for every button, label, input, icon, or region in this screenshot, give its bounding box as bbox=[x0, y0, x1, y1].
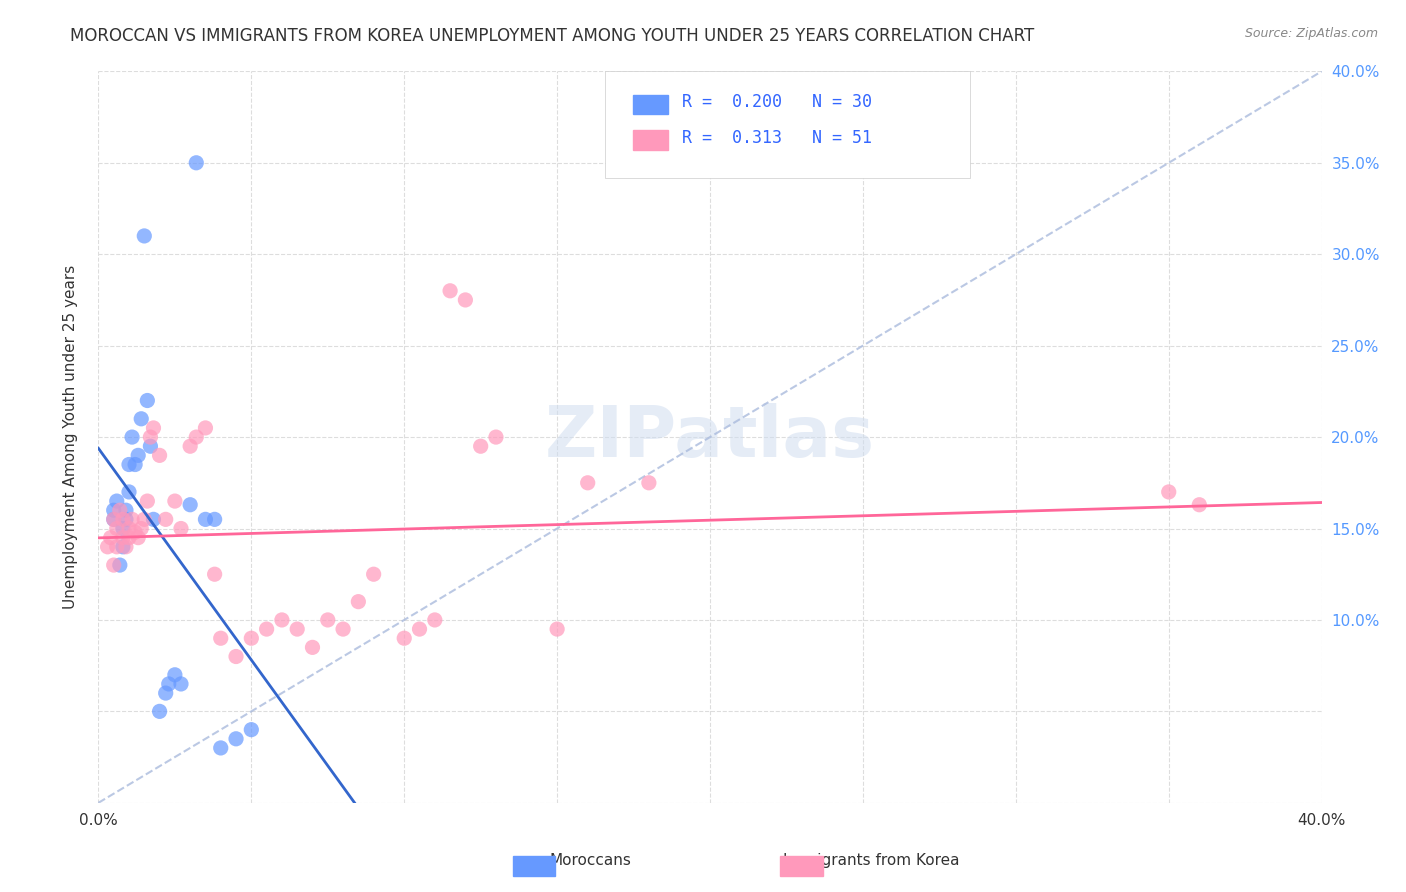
Immigrants from Korea bbox=[118, 521, 141, 535]
Immigrants from Korea bbox=[194, 421, 217, 435]
Immigrants from Korea bbox=[316, 613, 339, 627]
Immigrants from Korea bbox=[170, 521, 193, 535]
Immigrants from Korea bbox=[204, 567, 226, 582]
Moroccans bbox=[111, 540, 134, 554]
Moroccans bbox=[118, 458, 141, 472]
Moroccans bbox=[134, 228, 156, 243]
Moroccans bbox=[194, 512, 217, 526]
Text: R =  0.200   N = 30: R = 0.200 N = 30 bbox=[682, 93, 872, 111]
Moroccans bbox=[142, 512, 165, 526]
Immigrants from Korea bbox=[546, 622, 568, 636]
Immigrants from Korea bbox=[103, 558, 125, 573]
Moroccans bbox=[121, 430, 143, 444]
Immigrants from Korea bbox=[163, 494, 186, 508]
Text: Immigrants from Korea: Immigrants from Korea bbox=[783, 854, 960, 868]
Text: ZIPatlas: ZIPatlas bbox=[546, 402, 875, 472]
Moroccans bbox=[108, 558, 131, 573]
Immigrants from Korea bbox=[256, 622, 278, 636]
Moroccans bbox=[115, 503, 138, 517]
Immigrants from Korea bbox=[1188, 498, 1211, 512]
Moroccans bbox=[139, 439, 162, 453]
Immigrants from Korea bbox=[209, 632, 232, 646]
Moroccans bbox=[149, 705, 172, 719]
Immigrants from Korea bbox=[118, 531, 141, 545]
Moroccans bbox=[179, 498, 201, 512]
Moroccans bbox=[124, 458, 146, 472]
Moroccans bbox=[115, 512, 138, 526]
Immigrants from Korea bbox=[115, 540, 138, 554]
Immigrants from Korea bbox=[439, 284, 461, 298]
Moroccans bbox=[170, 677, 193, 691]
Immigrants from Korea bbox=[105, 521, 128, 535]
Immigrants from Korea bbox=[285, 622, 308, 636]
Moroccans bbox=[129, 412, 152, 426]
Immigrants from Korea bbox=[111, 531, 134, 545]
Moroccans bbox=[204, 512, 226, 526]
Immigrants from Korea bbox=[139, 430, 162, 444]
Immigrants from Korea bbox=[225, 649, 247, 664]
Immigrants from Korea bbox=[186, 430, 208, 444]
Moroccans bbox=[186, 156, 208, 170]
Text: Source: ZipAtlas.com: Source: ZipAtlas.com bbox=[1244, 27, 1378, 40]
Moroccans bbox=[163, 667, 186, 681]
Moroccans bbox=[209, 740, 232, 755]
Moroccans bbox=[240, 723, 263, 737]
Immigrants from Korea bbox=[423, 613, 446, 627]
Moroccans bbox=[136, 393, 159, 408]
Moroccans bbox=[103, 512, 125, 526]
Immigrants from Korea bbox=[149, 449, 172, 463]
Immigrants from Korea bbox=[240, 632, 263, 646]
Moroccans bbox=[111, 521, 134, 535]
Immigrants from Korea bbox=[392, 632, 416, 646]
Immigrants from Korea bbox=[97, 540, 120, 554]
Immigrants from Korea bbox=[108, 503, 131, 517]
Moroccans bbox=[127, 449, 149, 463]
Immigrants from Korea bbox=[470, 439, 492, 453]
Moroccans bbox=[157, 677, 180, 691]
Immigrants from Korea bbox=[270, 613, 292, 627]
Immigrants from Korea bbox=[637, 475, 661, 490]
Moroccans bbox=[105, 494, 128, 508]
Immigrants from Korea bbox=[454, 293, 477, 307]
Immigrants from Korea bbox=[127, 531, 149, 545]
Immigrants from Korea bbox=[155, 512, 177, 526]
Immigrants from Korea bbox=[332, 622, 354, 636]
Moroccans bbox=[118, 485, 141, 500]
Immigrants from Korea bbox=[124, 525, 146, 540]
Immigrants from Korea bbox=[485, 430, 508, 444]
Moroccans bbox=[155, 686, 177, 700]
Immigrants from Korea bbox=[142, 421, 165, 435]
Immigrants from Korea bbox=[363, 567, 385, 582]
Moroccans bbox=[225, 731, 247, 746]
Moroccans bbox=[103, 503, 125, 517]
Text: MOROCCAN VS IMMIGRANTS FROM KOREA UNEMPLOYMENT AMONG YOUTH UNDER 25 YEARS CORREL: MOROCCAN VS IMMIGRANTS FROM KOREA UNEMPL… bbox=[70, 27, 1035, 45]
Immigrants from Korea bbox=[121, 512, 143, 526]
Immigrants from Korea bbox=[301, 640, 323, 655]
Immigrants from Korea bbox=[347, 594, 370, 608]
Immigrants from Korea bbox=[129, 521, 152, 535]
Immigrants from Korea bbox=[134, 512, 156, 526]
Text: R =  0.313   N = 51: R = 0.313 N = 51 bbox=[682, 129, 872, 147]
Immigrants from Korea bbox=[100, 531, 122, 545]
Immigrants from Korea bbox=[105, 540, 128, 554]
Immigrants from Korea bbox=[103, 512, 125, 526]
Immigrants from Korea bbox=[136, 494, 159, 508]
Text: Moroccans: Moroccans bbox=[550, 854, 631, 868]
Y-axis label: Unemployment Among Youth under 25 years: Unemployment Among Youth under 25 years bbox=[63, 265, 77, 609]
Immigrants from Korea bbox=[179, 439, 201, 453]
Immigrants from Korea bbox=[111, 512, 134, 526]
Immigrants from Korea bbox=[408, 622, 430, 636]
Immigrants from Korea bbox=[1157, 485, 1180, 500]
Immigrants from Korea bbox=[576, 475, 599, 490]
